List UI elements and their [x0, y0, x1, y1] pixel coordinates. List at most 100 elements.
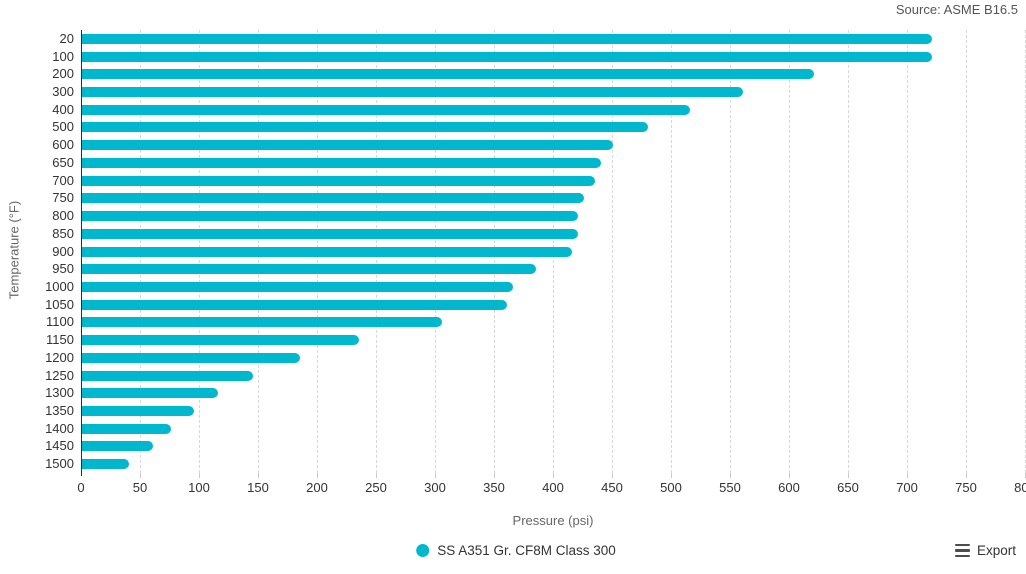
- y-axis-label: 300: [52, 84, 74, 100]
- y-axis-labels: 20 100 200 300 400 500 600 650 700 750 800 850 900 95…: [0, 30, 74, 473]
- x-tick: [907, 473, 908, 478]
- bar-900[interactable]: [82, 246, 572, 257]
- y-axis-label: 900: [52, 243, 74, 259]
- bar-1400[interactable]: [82, 423, 171, 434]
- x-tick: [494, 473, 495, 478]
- plot-area: [81, 30, 1026, 476]
- x-tick: [730, 473, 731, 478]
- x-tick: [789, 473, 790, 478]
- bar-1250[interactable]: [82, 370, 254, 381]
- bar-300[interactable]: [82, 87, 743, 98]
- source-note: Source: ASME B16.5: [895, 2, 1018, 17]
- gridline: [612, 30, 613, 473]
- legend-label: SS A351 Gr. CF8M Class 300: [437, 543, 616, 558]
- gridline: [730, 30, 731, 473]
- bar-400[interactable]: [82, 104, 690, 115]
- x-tick-label: 650: [837, 480, 859, 495]
- x-tick: [848, 473, 849, 478]
- gridline: [907, 30, 908, 473]
- bar-700[interactable]: [82, 175, 596, 186]
- x-tick: [317, 473, 318, 478]
- x-tick-label: 100: [188, 480, 210, 495]
- bar-100[interactable]: [82, 51, 932, 62]
- y-axis-label: 1200: [45, 349, 74, 365]
- y-axis-label: 100: [52, 48, 74, 64]
- y-axis-label: 1450: [45, 438, 74, 454]
- bar-650[interactable]: [82, 157, 602, 168]
- y-axis-label: 800: [52, 208, 74, 224]
- bar-1200[interactable]: [82, 352, 301, 363]
- bar-600[interactable]: [82, 140, 613, 151]
- bar-1500[interactable]: [82, 459, 130, 470]
- x-tick: [671, 473, 672, 478]
- bar-1350[interactable]: [82, 405, 195, 416]
- y-axis-label: 600: [52, 137, 74, 153]
- x-axis: 0 50 100 150 200 250 300 350 400 450 500 550 600 650 7…: [77, 473, 1026, 497]
- x-tick-label: 200: [306, 480, 328, 495]
- x-tick: [140, 473, 141, 478]
- y-axis-label: 20: [59, 30, 74, 46]
- y-axis-line: [81, 30, 82, 476]
- x-tick: [376, 473, 377, 478]
- y-axis-label: 1050: [45, 296, 74, 312]
- x-tick-label: 750: [955, 480, 977, 495]
- gridline: [966, 30, 967, 473]
- y-axis-label: 1350: [45, 402, 74, 418]
- y-axis-label: 650: [52, 154, 74, 170]
- export-button[interactable]: Export: [954, 543, 1016, 558]
- y-axis-label: 1000: [45, 278, 74, 294]
- legend-item[interactable]: SS A351 Gr. CF8M Class 300: [416, 543, 616, 558]
- bar-750[interactable]: [82, 193, 584, 204]
- bar-850[interactable]: [82, 228, 578, 239]
- circle-icon: [416, 544, 430, 557]
- x-tick-label: 250: [365, 480, 387, 495]
- export-label: Export: [976, 543, 1016, 558]
- x-tick-label: 550: [719, 480, 741, 495]
- bar-950[interactable]: [82, 264, 537, 275]
- hamburger-menu-icon: [954, 543, 970, 558]
- bar-1300[interactable]: [82, 388, 218, 399]
- x-tick: [199, 473, 200, 478]
- x-tick-label: 400: [542, 480, 564, 495]
- x-tick-label: 800: [1014, 480, 1026, 495]
- bar-20[interactable]: [82, 33, 932, 44]
- gridline: [789, 30, 790, 473]
- bar-800[interactable]: [82, 211, 578, 222]
- bar-500[interactable]: [82, 122, 649, 133]
- x-tick-label: 450: [601, 480, 623, 495]
- x-tick: [553, 473, 554, 478]
- y-axis-label: 750: [52, 190, 74, 206]
- y-axis-label: 1300: [45, 385, 74, 401]
- x-tick-label: 600: [778, 480, 800, 495]
- x-tick-label: 350: [483, 480, 505, 495]
- y-axis-label: 1500: [45, 456, 74, 472]
- bar-1000[interactable]: [82, 281, 513, 292]
- bar-1100[interactable]: [82, 317, 442, 328]
- bar-1050[interactable]: [82, 299, 507, 310]
- y-axis-label: 400: [52, 101, 74, 117]
- x-tick-label: 300: [424, 480, 446, 495]
- x-axis-title: Pressure (psi): [512, 513, 594, 528]
- gridline: [848, 30, 849, 473]
- x-tick-label: 0: [77, 480, 85, 495]
- y-axis-label: 950: [52, 261, 74, 277]
- y-axis-label: 1250: [45, 367, 74, 383]
- y-axis-label: 700: [52, 172, 74, 188]
- y-axis-label: 500: [52, 119, 74, 135]
- bar-1150[interactable]: [82, 335, 360, 346]
- x-tick-label: 150: [247, 480, 269, 495]
- y-axis-label: 850: [52, 225, 74, 241]
- bar-1450[interactable]: [82, 441, 153, 452]
- bar-200[interactable]: [82, 69, 814, 80]
- gridline: [671, 30, 672, 473]
- x-tick-label: 500: [660, 480, 682, 495]
- x-tick-label: 50: [132, 480, 148, 495]
- y-axis-label: 1150: [46, 332, 74, 348]
- x-tick: [258, 473, 259, 478]
- x-tick: [966, 473, 967, 478]
- x-tick: [435, 473, 436, 478]
- x-tick: [612, 473, 613, 478]
- y-axis-label: 200: [52, 66, 74, 82]
- y-axis-label: 1400: [45, 420, 74, 436]
